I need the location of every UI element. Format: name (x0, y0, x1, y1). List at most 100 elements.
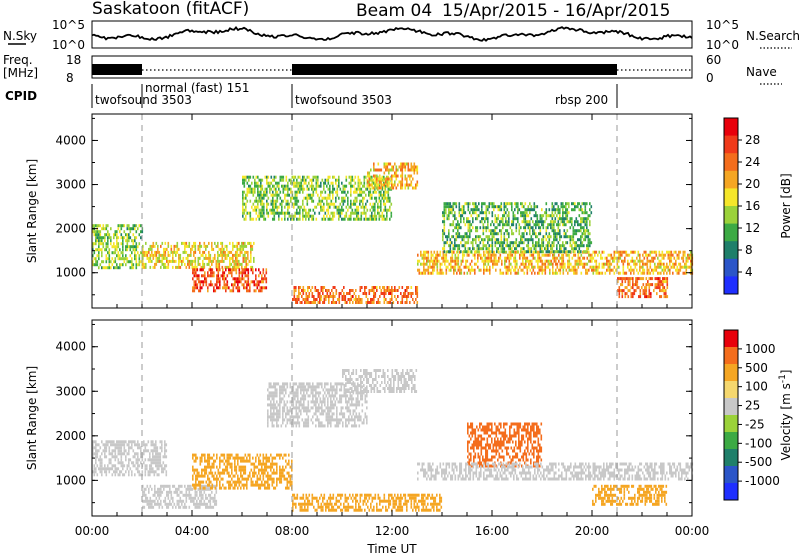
heatmap-cell (359, 187, 361, 191)
heatmap-cell (219, 286, 221, 290)
heatmap-cell (155, 256, 158, 260)
heatmap-cell (287, 184, 289, 188)
heatmap-cell (209, 496, 212, 500)
heatmap-cell (392, 174, 395, 178)
heatmap-cell (377, 298, 380, 301)
heatmap-cell (460, 241, 462, 245)
heatmap-cell (356, 190, 358, 194)
heatmap-cell (626, 292, 628, 296)
heatmap-cell (404, 162, 407, 166)
heatmap-cell (401, 165, 404, 169)
heatmap-cell (241, 456, 244, 460)
heatmap-cell (128, 245, 130, 249)
heatmap-cell (445, 202, 447, 206)
heatmap-cell (357, 214, 360, 218)
heatmap-cell (105, 257, 108, 261)
heatmap-cell (556, 223, 558, 227)
heatmap-cell (96, 248, 99, 252)
heatmap-cell (114, 470, 117, 474)
heatmap-cell (568, 211, 570, 215)
heatmap-cell (384, 208, 387, 212)
heatmap-cell (366, 217, 369, 221)
heatmap-cell (457, 253, 460, 257)
heatmap-cell (296, 211, 298, 215)
heatmap-cell (557, 220, 560, 224)
heatmap-cell (574, 241, 576, 245)
heatmap-cell (483, 250, 485, 254)
heatmap-cell (489, 256, 491, 260)
heatmap-cell (251, 265, 254, 269)
heatmap-cell (387, 175, 390, 179)
heatmap-cell (467, 220, 470, 224)
heatmap-cell (159, 464, 162, 468)
heatmap-cell (146, 464, 148, 468)
heatmap-cell (305, 196, 307, 200)
heatmap-cell (471, 259, 473, 263)
heatmap-cell (190, 493, 192, 497)
heatmap-cell (685, 256, 688, 260)
heatmap-cell (490, 232, 492, 236)
heatmap-cell (625, 253, 628, 257)
heatmap-cell (306, 214, 309, 218)
heatmap-cell (187, 484, 189, 488)
heatmap-cell (128, 458, 130, 462)
heatmap-cell (200, 253, 203, 257)
heatmap-cell (226, 468, 229, 472)
heatmap-cell (386, 217, 388, 221)
heatmap-cell (476, 208, 479, 212)
heatmap-cell (162, 467, 165, 471)
heatmap-cell (454, 202, 456, 206)
heatmap-cell (178, 256, 180, 260)
heatmap-cell (490, 244, 492, 248)
heatmap-cell (243, 456, 245, 460)
heatmap-cell (514, 268, 517, 272)
heatmap-cell (134, 443, 136, 447)
heatmap-cell (473, 208, 476, 212)
heatmap-cell (338, 181, 340, 185)
heatmap-cell (432, 262, 434, 266)
heatmap-cell (332, 298, 335, 301)
heatmap-cell (491, 232, 494, 236)
heatmap-cell (523, 271, 526, 275)
heatmap-cell (213, 271, 215, 275)
heatmap-cell (205, 459, 208, 463)
heatmap-cell (443, 250, 446, 254)
heatmap-cell (122, 236, 124, 240)
heatmap-cell (583, 232, 585, 236)
heatmap-cell (166, 493, 168, 497)
heatmap-cell (571, 223, 573, 227)
heatmap-cell (503, 205, 506, 209)
heatmap-cell (253, 283, 256, 287)
heatmap-cell (302, 214, 304, 218)
heatmap-cell (622, 262, 625, 266)
heatmap-cell (105, 470, 108, 474)
heatmap-cell (248, 178, 250, 182)
heatmap-cell (216, 456, 218, 460)
heatmap-cell (209, 484, 212, 488)
heatmap-cell (111, 263, 114, 267)
heatmap-cell (496, 226, 498, 230)
heatmap-cell (152, 452, 154, 456)
heatmap-cell (254, 178, 256, 182)
heatmap-cell (445, 253, 448, 257)
heatmap-cell (523, 214, 525, 218)
heatmap-cell (102, 449, 105, 453)
heatmap-cell (214, 253, 216, 257)
heatmap-cell (298, 289, 300, 292)
heatmap-cell (246, 190, 249, 194)
heatmap-cell (472, 226, 474, 230)
heatmap-cell (128, 239, 130, 243)
heatmap-cell (153, 449, 156, 453)
heatmap-cell (336, 190, 339, 194)
heatmap-cell (203, 502, 206, 506)
heatmap-cell (258, 190, 261, 194)
heatmap-cell (246, 283, 248, 287)
heatmap-cell (210, 465, 212, 469)
heatmap-cell (651, 277, 654, 281)
heatmap-cell (158, 256, 161, 260)
heatmap-cell (536, 214, 539, 218)
heatmap-cell (285, 175, 288, 179)
heatmap-cell (505, 223, 507, 227)
heatmap-cell (297, 184, 300, 188)
